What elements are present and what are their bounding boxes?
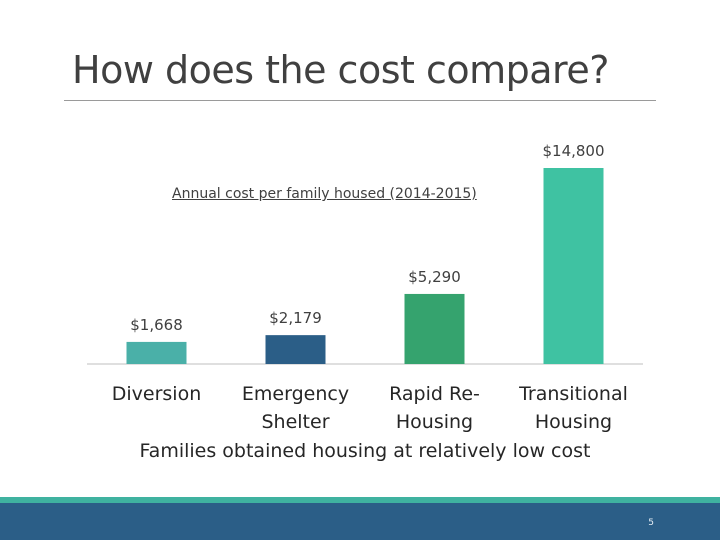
bar-3: [404, 293, 465, 364]
category-label-line: Housing: [395, 411, 474, 433]
bar-4: [543, 168, 604, 364]
category-label-2: Emergency Shelter: [226, 380, 366, 436]
data-label-3: $5,290: [408, 268, 461, 286]
category-label-3: Rapid Re- Housing: [365, 380, 505, 436]
category-label-4: Transitional Housing: [504, 380, 644, 436]
data-label-2: $2,179: [269, 309, 322, 327]
title-divider: [64, 100, 656, 101]
category-label-1: Diversion: [87, 380, 227, 408]
category-label-line: Housing: [534, 411, 613, 433]
category-label-line: Rapid Re-: [389, 383, 480, 405]
category-label-line: Shelter: [261, 411, 330, 433]
footer-accent-strip: [0, 497, 720, 503]
footer-bar: [0, 503, 720, 540]
chart-title: Annual cost per family housed (2014-2015…: [172, 186, 477, 202]
x-axis-label: Families obtained housing at relatively …: [139, 440, 591, 462]
category-label-line: Emergency: [241, 383, 350, 405]
bar-2: [265, 335, 326, 364]
data-label-4: $14,800: [542, 142, 604, 160]
page-number: 5: [648, 518, 654, 528]
data-label-1: $1,668: [130, 316, 183, 334]
bar-1: [126, 341, 187, 364]
category-label-line: Transitional: [519, 383, 628, 405]
category-label-line: Diversion: [111, 383, 202, 405]
slide-title: How does the cost compare?: [72, 48, 609, 92]
